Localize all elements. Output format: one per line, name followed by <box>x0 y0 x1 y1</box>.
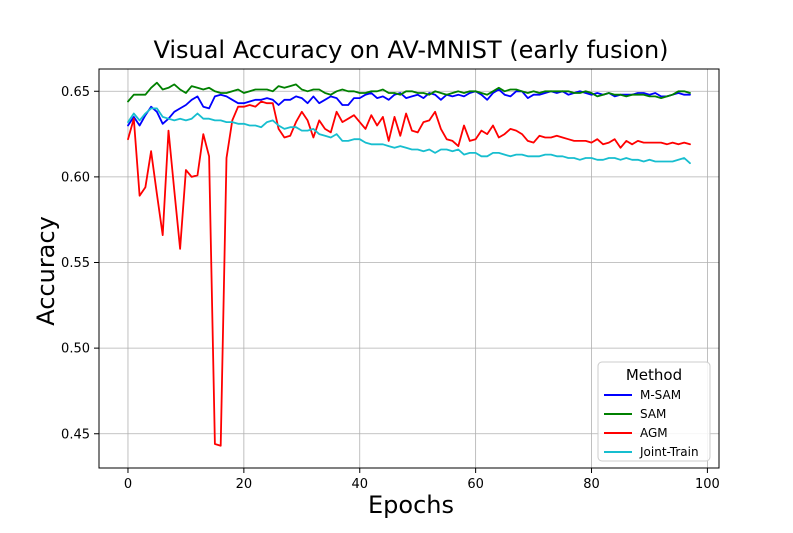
x-tick-label: 100 <box>695 477 720 492</box>
x-tick-label: 80 <box>583 477 600 492</box>
y-tick-label: 0.60 <box>61 170 90 185</box>
grid-lines <box>99 69 719 468</box>
x-tick-label: 20 <box>236 477 253 492</box>
legend: Method M-SAM SAM AGM Joint-Train <box>597 361 711 462</box>
y-tick-label: 0.65 <box>61 85 90 100</box>
y-tick-label: 0.55 <box>61 256 90 271</box>
legend-label-joint-train: Joint-Train <box>639 445 699 459</box>
y-tick-label: 0.45 <box>61 427 90 442</box>
x-tick-label: 60 <box>467 477 484 492</box>
y-tick-label: 0.50 <box>61 342 90 357</box>
x-tick-label: 40 <box>351 477 368 492</box>
legend-label-sam: SAM <box>640 407 666 421</box>
plot-area-frame <box>98 68 720 469</box>
axis-ticks: 0 20 40 60 80 100 0.45 0.50 0.55 0.60 0.65 <box>61 85 720 492</box>
series-lines <box>127 81 691 447</box>
series-line-agm <box>127 100 691 447</box>
x-tick-label: 0 <box>124 477 132 492</box>
x-axis-label: Epochs <box>368 491 454 519</box>
legend-title: Method <box>626 366 682 384</box>
legend-label-m-sam: M-SAM <box>640 388 681 402</box>
series-line-m-sam <box>127 88 691 127</box>
y-axis-label: Accuracy <box>32 216 60 326</box>
legend-box <box>597 361 711 462</box>
chart-title: Visual Accuracy on AV-MNIST (early fusio… <box>153 36 668 64</box>
series-line-sam <box>127 81 691 103</box>
legend-label-agm: AGM <box>640 426 668 440</box>
series-line-joint-train <box>127 107 691 165</box>
